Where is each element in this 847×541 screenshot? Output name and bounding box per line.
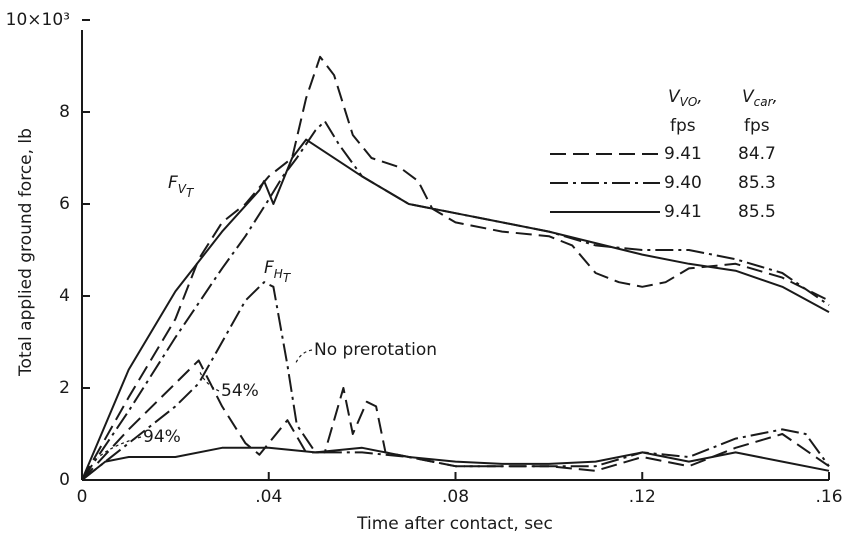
legend: VVO, Vcar, fps fps 9.41 84.79.40 85.39.41 8… xyxy=(550,87,778,222)
leader-line xyxy=(199,371,220,392)
annotation-subsub: T xyxy=(186,186,195,200)
y-tick-label: 6 xyxy=(59,194,70,214)
x-tick-label: 0 xyxy=(77,487,88,507)
y-tick-label: 2 xyxy=(59,378,70,398)
legend-rows: 9.41 84.7 9.40 85.3 9.41 85.5 xyxy=(550,144,776,222)
y-axis-label: Total applied ground force, lb xyxy=(16,128,36,377)
data-line xyxy=(81,446,830,481)
annotation: 54% xyxy=(221,381,259,401)
legend-unit: fps xyxy=(744,116,770,136)
y-tick-label: 8 xyxy=(59,102,70,122)
data-line xyxy=(81,359,830,481)
legend-header-sub: VO xyxy=(680,95,698,109)
legend-cell: 85.5 xyxy=(738,202,776,222)
data-line xyxy=(81,138,830,481)
legend-cell: 9.41 xyxy=(664,202,702,222)
legend-header-base: V xyxy=(668,87,681,107)
annotation-base: F xyxy=(264,258,274,278)
y-tick-label: 0 xyxy=(59,470,70,490)
legend-cell: 85.3 xyxy=(738,173,776,193)
data-line xyxy=(81,55,830,481)
annotation-sub: V xyxy=(178,182,187,196)
annotation-subsub: T xyxy=(283,271,292,285)
annotations: FVT FHT No prerotation 54% 94% xyxy=(97,173,437,459)
legend-header: VVO, xyxy=(668,87,703,109)
leader-line xyxy=(294,349,313,366)
y-tick-label: 4 xyxy=(59,286,70,306)
x-axis-label: Time after contact, sec xyxy=(356,514,553,534)
legend-header: Vcar, xyxy=(742,87,778,109)
data-line xyxy=(81,281,830,481)
data-line xyxy=(81,120,830,481)
legend-cell: 9.41 xyxy=(664,144,702,164)
x-tick-label: .12 xyxy=(629,487,656,507)
annotation-sub: H xyxy=(274,267,283,281)
legend-cell: 84.7 xyxy=(738,144,776,164)
y-tick-label: 10×10³ xyxy=(6,10,70,30)
legend-header-tail: , xyxy=(773,87,778,107)
legend-header-base: V xyxy=(742,87,755,107)
legend-header-sub: car xyxy=(754,95,774,109)
legend-unit: fps xyxy=(670,116,696,136)
annotation: FVT xyxy=(168,173,195,200)
annotation: FHT xyxy=(264,258,292,285)
x-tick-label: .16 xyxy=(815,487,842,507)
annotation: 94% xyxy=(143,427,181,447)
annotation-base: F xyxy=(168,173,178,193)
annotation: No prerotation xyxy=(314,340,437,360)
x-tick-label: .04 xyxy=(255,487,282,507)
legend-cell: 9.40 xyxy=(664,173,702,193)
x-tick-label: .08 xyxy=(442,487,469,507)
legend-header-tail: , xyxy=(697,87,702,107)
